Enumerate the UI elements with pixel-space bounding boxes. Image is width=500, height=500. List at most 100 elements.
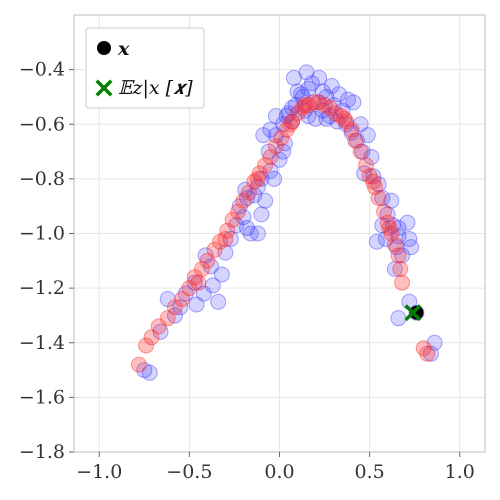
blue-point <box>275 143 292 160</box>
blue-point <box>136 362 153 379</box>
blue-point <box>403 239 420 256</box>
red-point <box>296 97 313 114</box>
blue-point <box>188 296 205 313</box>
blue-point <box>242 225 259 242</box>
blue-point <box>296 102 313 119</box>
blue-point <box>330 86 347 103</box>
highlight-points <box>404 304 424 322</box>
blue-point <box>303 75 320 92</box>
blue-point <box>262 121 279 138</box>
blue-point <box>262 162 279 179</box>
blue-point <box>374 189 391 206</box>
blue-point <box>280 105 297 122</box>
blue-point <box>267 108 284 125</box>
red-point <box>257 157 274 174</box>
blue-point <box>314 83 331 100</box>
blue-point <box>298 64 315 81</box>
blue-point <box>293 86 310 103</box>
blue-point <box>284 113 301 130</box>
blue-point <box>195 285 212 302</box>
red-point <box>386 236 403 253</box>
red-point <box>392 261 409 278</box>
blue-point <box>177 285 194 302</box>
blue-point <box>203 258 219 275</box>
series-blue-points <box>136 64 443 381</box>
red-point <box>379 214 396 231</box>
red-point <box>365 173 382 190</box>
red-point <box>367 179 384 196</box>
red-point <box>370 189 387 206</box>
blue-point <box>267 127 284 144</box>
blue-point <box>323 78 340 95</box>
blue-point <box>231 198 248 215</box>
red-point <box>193 261 210 278</box>
red-point <box>199 252 216 269</box>
red-point <box>262 149 279 166</box>
red-point <box>321 99 338 116</box>
red-point <box>376 203 393 220</box>
red-point <box>284 113 301 130</box>
red-point <box>282 116 299 133</box>
y-tick-label: −0.6 <box>19 113 65 135</box>
blue-point <box>377 230 394 247</box>
blue-point <box>343 124 360 141</box>
blue-point <box>239 220 256 237</box>
x-tick-label: 0.0 <box>264 461 294 483</box>
expectation-point <box>404 304 422 322</box>
blue-point <box>318 110 335 127</box>
blue-point <box>325 97 342 114</box>
red-point <box>166 299 183 316</box>
red-point <box>358 157 375 174</box>
red-point <box>246 173 263 190</box>
red-point <box>336 110 353 127</box>
blue-point <box>329 113 346 130</box>
red-point <box>143 329 160 346</box>
blue-point <box>278 108 295 125</box>
red-point <box>347 132 364 149</box>
blue-point <box>253 170 270 187</box>
axis-ticks: −1.0 −0.5 0.0 0.5 1.0 −1.8 −1.6 −1.4 −1.2 −1.0 −0.… <box>19 59 475 483</box>
blue-point <box>253 206 270 223</box>
blue-point <box>307 110 324 127</box>
red-point <box>206 241 223 258</box>
blue-point <box>213 266 230 283</box>
red-point <box>383 225 400 242</box>
blue-point <box>390 228 407 245</box>
red-point <box>289 105 306 122</box>
red-point <box>361 168 378 185</box>
legend-expectation-label: 𝔼z|x [𝒙] <box>118 77 193 99</box>
blue-point <box>349 132 366 149</box>
blue-point <box>159 291 176 308</box>
blue-point <box>390 220 407 237</box>
blue-point <box>300 108 317 125</box>
blue-point <box>249 179 266 196</box>
blue-point <box>318 88 335 105</box>
blue-point <box>426 334 443 351</box>
x-tick-label: 0.5 <box>355 461 385 483</box>
blue-point <box>338 116 355 133</box>
blue-point <box>401 230 418 247</box>
blue-point <box>368 233 385 250</box>
blue-point <box>237 181 254 198</box>
blue-point <box>276 135 293 152</box>
x-tick-label: −0.5 <box>166 461 212 483</box>
blue-point <box>289 83 306 100</box>
blue-point <box>228 217 245 234</box>
red-point <box>394 274 411 291</box>
legend-expectation-marker <box>95 79 113 97</box>
blue-point <box>166 307 183 324</box>
blue-point <box>186 274 203 291</box>
red-point <box>224 211 241 228</box>
y-tick-label: −0.4 <box>19 59 65 81</box>
red-point <box>130 356 147 373</box>
blue-point <box>352 116 369 133</box>
blue-point <box>383 192 400 209</box>
blue-point <box>363 149 380 166</box>
blue-point <box>379 206 396 223</box>
blue-point <box>204 277 221 294</box>
blue-point <box>388 239 405 256</box>
red-point <box>332 108 349 125</box>
legend-x-marker <box>97 41 111 55</box>
blue-point <box>365 168 382 185</box>
red-point <box>338 113 355 130</box>
